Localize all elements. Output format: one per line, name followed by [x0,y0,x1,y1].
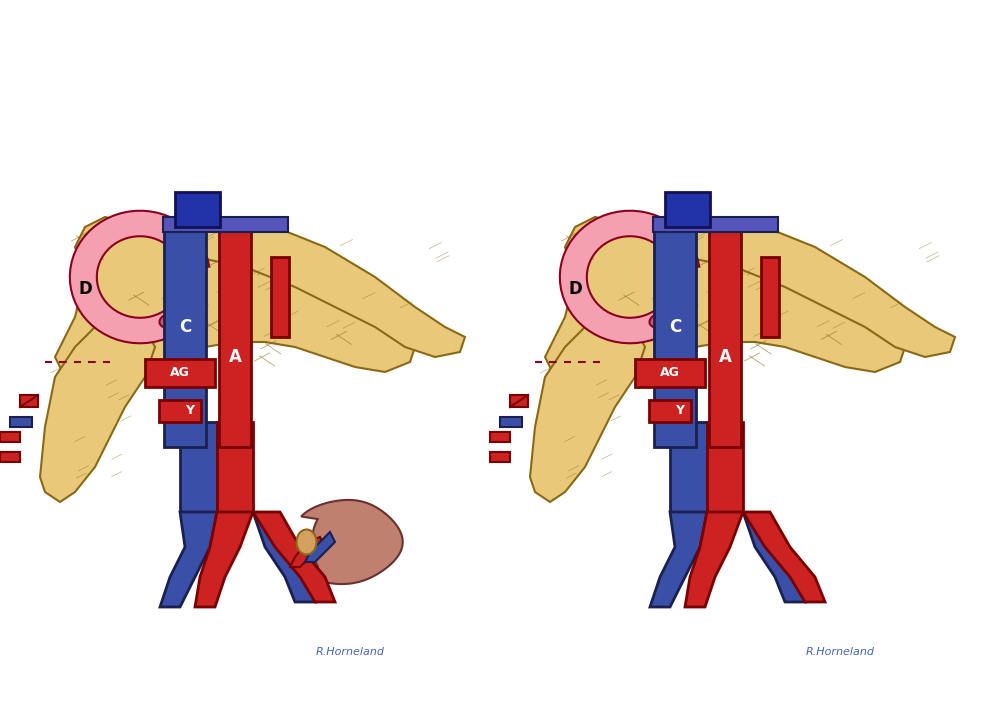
Ellipse shape [159,312,187,329]
Polygon shape [707,422,743,512]
Polygon shape [40,317,155,502]
Bar [761,257,779,337]
Bar [665,192,710,227]
Bar [20,395,38,407]
Polygon shape [545,217,905,402]
Ellipse shape [649,312,677,329]
Text: R.Horneland: R.Horneland [316,647,385,657]
Text: AG: AG [170,366,190,380]
Polygon shape [160,512,217,607]
Polygon shape [55,217,415,402]
Polygon shape [70,211,209,344]
Polygon shape [653,217,778,232]
Text: C: C [669,318,681,336]
Text: C: C [179,318,191,336]
Polygon shape [743,512,825,602]
Text: Y: Y [676,404,685,416]
Text: D: D [78,280,92,298]
Polygon shape [290,537,325,567]
Text: A: A [229,348,241,366]
Bar [271,257,289,337]
Bar [490,432,510,442]
Polygon shape [530,317,645,502]
Polygon shape [670,422,707,512]
Bar [10,417,32,427]
Polygon shape [685,512,743,607]
Bar [654,217,696,447]
Text: R.Horneland: R.Horneland [806,647,874,657]
Bar [709,217,741,447]
Bar [500,417,522,427]
Text: Y: Y [186,404,195,416]
Ellipse shape [297,530,317,554]
Polygon shape [305,532,335,562]
Bar [490,452,510,462]
Bar [635,359,705,387]
Polygon shape [707,512,805,602]
Bar [175,192,220,227]
Bar [164,217,206,447]
Polygon shape [217,422,253,512]
Bar [219,217,251,447]
Bar [159,400,201,422]
Bar [0,432,20,442]
Polygon shape [665,217,955,357]
Polygon shape [253,512,335,602]
Polygon shape [195,512,253,607]
Text: D: D [568,280,582,298]
Ellipse shape [677,256,695,281]
Bar [649,400,691,422]
Bar [0,452,20,462]
Polygon shape [175,217,465,357]
Polygon shape [180,422,217,512]
Polygon shape [217,512,315,602]
Polygon shape [301,500,403,584]
Polygon shape [163,217,288,232]
Bar [145,359,215,387]
Bar [510,395,528,407]
Polygon shape [650,512,707,607]
Ellipse shape [187,256,205,281]
Polygon shape [560,211,699,344]
Text: AG: AG [660,366,680,380]
Text: A: A [719,348,731,366]
